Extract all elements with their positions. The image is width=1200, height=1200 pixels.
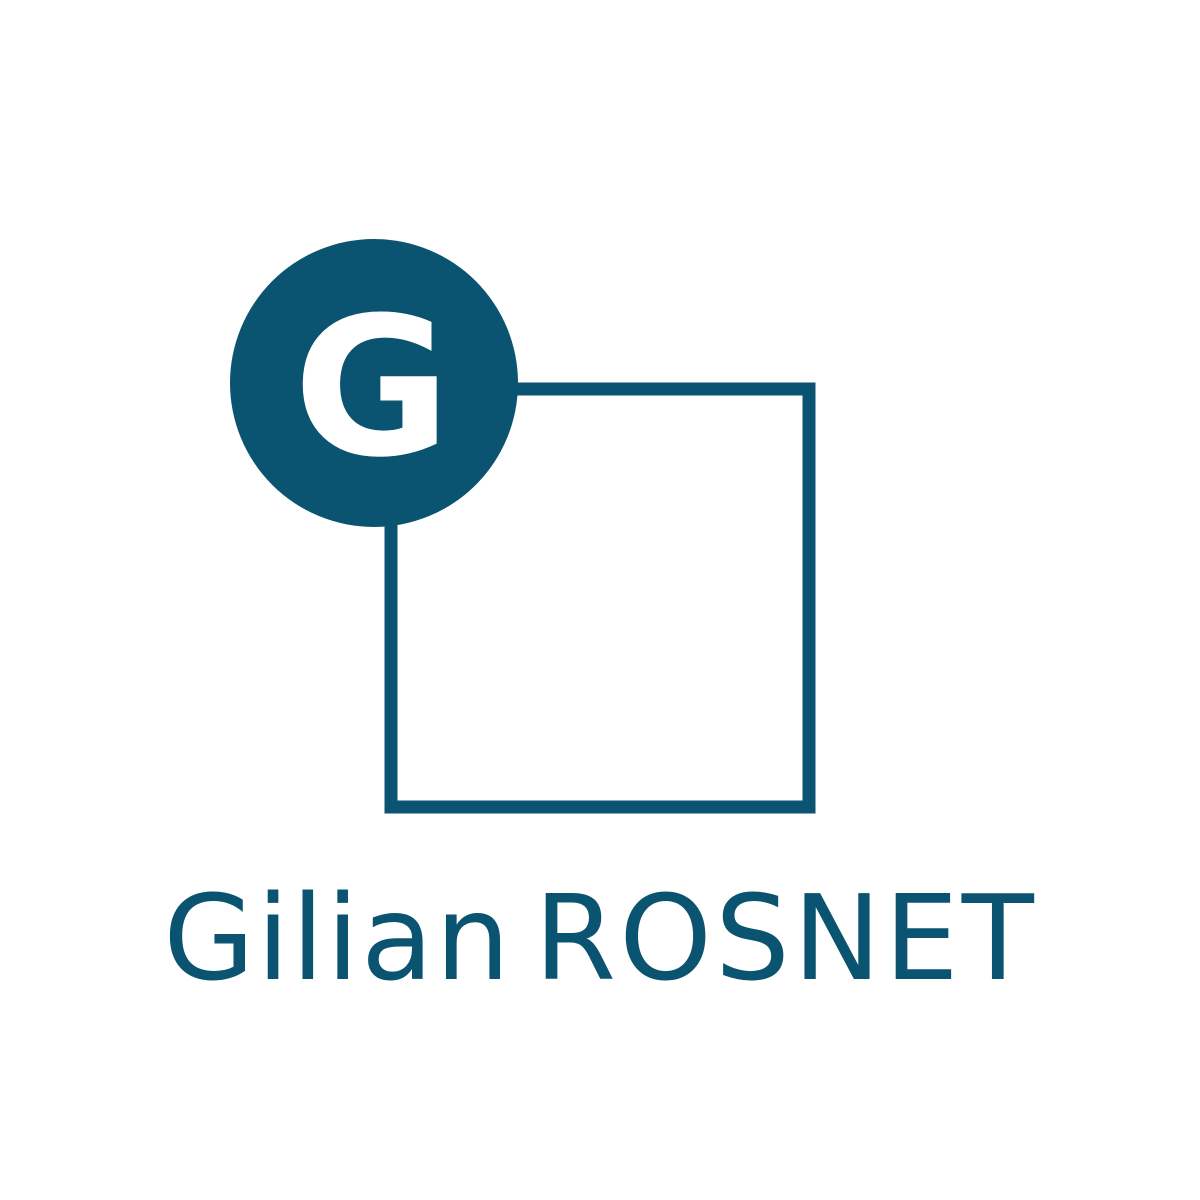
monogram-letter: G (293, 277, 451, 500)
brand-last-name: ROSNET (534, 869, 1037, 1007)
monogram-circle (230, 239, 518, 527)
brand-name: Gilian ROSNET (0, 868, 1200, 1008)
brand-first-name: Gilian (163, 869, 513, 1007)
logo-square-frame (384, 382, 816, 814)
